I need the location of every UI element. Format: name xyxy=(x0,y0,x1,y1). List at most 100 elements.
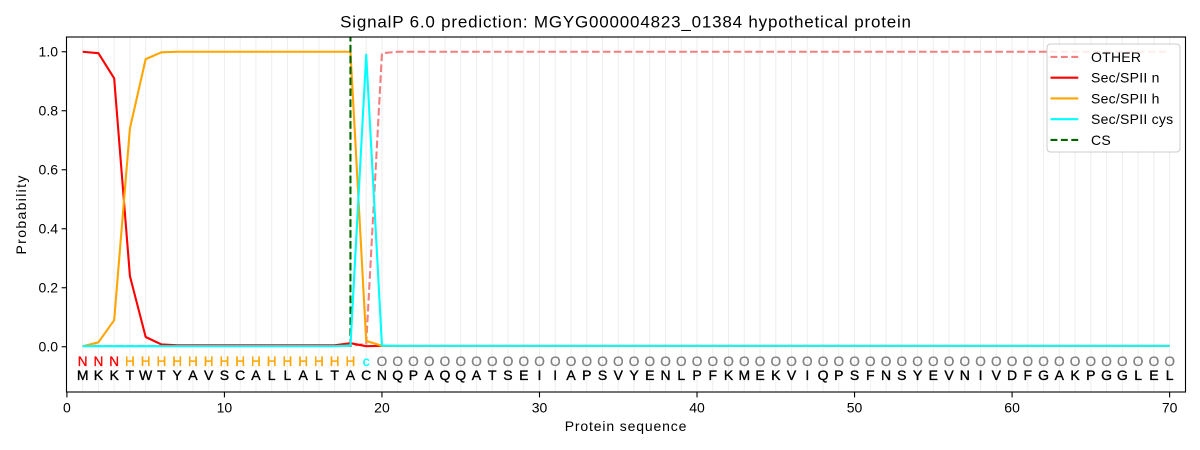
svg-text:E: E xyxy=(645,367,654,383)
svg-text:O: O xyxy=(392,354,403,369)
svg-text:O: O xyxy=(692,354,703,369)
svg-text:H: H xyxy=(220,354,230,369)
svg-text:40: 40 xyxy=(689,400,705,416)
svg-text:O: O xyxy=(1101,354,1112,369)
svg-text:S: S xyxy=(503,367,512,383)
svg-text:N: N xyxy=(93,354,103,369)
svg-text:C: C xyxy=(361,367,371,383)
svg-text:1.0: 1.0 xyxy=(39,44,59,60)
svg-text:0.4: 0.4 xyxy=(39,221,59,237)
svg-text:A: A xyxy=(1055,367,1065,383)
svg-text:O: O xyxy=(534,354,545,369)
svg-text:F: F xyxy=(866,367,875,383)
svg-text:M: M xyxy=(738,367,750,383)
svg-text:S: S xyxy=(850,367,859,383)
svg-text:N: N xyxy=(881,367,891,383)
svg-text:O: O xyxy=(1007,354,1018,369)
svg-text:A: A xyxy=(566,367,576,383)
svg-text:H: H xyxy=(267,354,277,369)
svg-text:O: O xyxy=(1038,354,1049,369)
svg-text:O: O xyxy=(834,354,845,369)
svg-text:O: O xyxy=(597,354,608,369)
svg-text:0.8: 0.8 xyxy=(39,103,59,119)
svg-text:O: O xyxy=(1023,354,1034,369)
svg-text:D: D xyxy=(1007,367,1017,383)
svg-text:O: O xyxy=(707,354,718,369)
svg-text:O: O xyxy=(550,354,561,369)
svg-text:O: O xyxy=(1133,354,1144,369)
svg-text:H: H xyxy=(125,354,135,369)
svg-text:E: E xyxy=(1149,367,1158,383)
svg-text:OTHER: OTHER xyxy=(1091,49,1141,65)
svg-text:Y: Y xyxy=(913,367,923,383)
svg-text:L: L xyxy=(1134,367,1142,383)
svg-text:S: S xyxy=(897,367,906,383)
svg-text:A: A xyxy=(299,367,309,383)
svg-text:0.6: 0.6 xyxy=(39,162,59,178)
svg-text:O: O xyxy=(424,354,435,369)
svg-text:O: O xyxy=(487,354,498,369)
svg-text:50: 50 xyxy=(847,400,863,416)
svg-text:V: V xyxy=(992,367,1002,383)
svg-text:K: K xyxy=(94,367,104,383)
svg-text:L: L xyxy=(1166,367,1174,383)
svg-text:O: O xyxy=(944,354,955,369)
svg-text:O: O xyxy=(849,354,860,369)
svg-text:P: P xyxy=(692,367,701,383)
svg-text:O: O xyxy=(408,354,419,369)
svg-text:T: T xyxy=(157,367,166,383)
svg-text:O: O xyxy=(377,354,388,369)
svg-text:I: I xyxy=(979,367,983,383)
svg-text:O: O xyxy=(975,354,986,369)
svg-text:A: A xyxy=(425,367,435,383)
svg-text:N: N xyxy=(78,354,88,369)
svg-text:G: G xyxy=(1101,367,1112,383)
svg-text:O: O xyxy=(1054,354,1065,369)
svg-text:W: W xyxy=(139,367,153,383)
svg-text:0.0: 0.0 xyxy=(39,339,59,355)
svg-text:H: H xyxy=(235,354,245,369)
svg-text:A: A xyxy=(188,367,198,383)
svg-text:O: O xyxy=(755,354,766,369)
svg-text:Sec/SPII cys: Sec/SPII cys xyxy=(1091,111,1173,127)
svg-text:N: N xyxy=(377,367,387,383)
svg-text:N: N xyxy=(660,367,670,383)
svg-text:Probability: Probability xyxy=(13,174,29,254)
svg-text:T: T xyxy=(330,367,339,383)
svg-text:I: I xyxy=(805,367,809,383)
svg-text:c: c xyxy=(363,354,370,369)
svg-text:70: 70 xyxy=(1162,400,1178,416)
svg-text:O: O xyxy=(613,354,624,369)
svg-text:E: E xyxy=(519,367,528,383)
svg-text:V: V xyxy=(204,367,214,383)
svg-text:V: V xyxy=(787,367,797,383)
svg-text:E: E xyxy=(755,367,764,383)
svg-text:F: F xyxy=(708,367,717,383)
svg-text:V: V xyxy=(944,367,954,383)
svg-text:O: O xyxy=(865,354,876,369)
svg-text:O: O xyxy=(991,354,1002,369)
svg-text:H: H xyxy=(141,354,151,369)
svg-text:F: F xyxy=(1024,367,1033,383)
svg-text:P: P xyxy=(834,367,843,383)
svg-text:O: O xyxy=(1070,354,1081,369)
svg-text:O: O xyxy=(912,354,923,369)
svg-text:G: G xyxy=(1038,367,1049,383)
svg-text:O: O xyxy=(566,354,577,369)
svg-text:O: O xyxy=(928,354,939,369)
svg-text:O: O xyxy=(897,354,908,369)
svg-text:Y: Y xyxy=(629,367,639,383)
svg-text:O: O xyxy=(770,354,781,369)
svg-text:O: O xyxy=(786,354,797,369)
svg-text:T: T xyxy=(488,367,497,383)
svg-text:O: O xyxy=(440,354,451,369)
svg-text:K: K xyxy=(109,367,119,383)
svg-text:O: O xyxy=(471,354,482,369)
svg-text:O: O xyxy=(676,354,687,369)
svg-text:H: H xyxy=(251,354,261,369)
svg-text:O: O xyxy=(518,354,529,369)
svg-text:A: A xyxy=(251,367,261,383)
svg-text:SignalP 6.0 prediction: MGYG00: SignalP 6.0 prediction: MGYG000004823_01… xyxy=(340,12,912,31)
svg-text:Sec/SPII h: Sec/SPII h xyxy=(1091,90,1160,106)
svg-text:10: 10 xyxy=(217,400,233,416)
